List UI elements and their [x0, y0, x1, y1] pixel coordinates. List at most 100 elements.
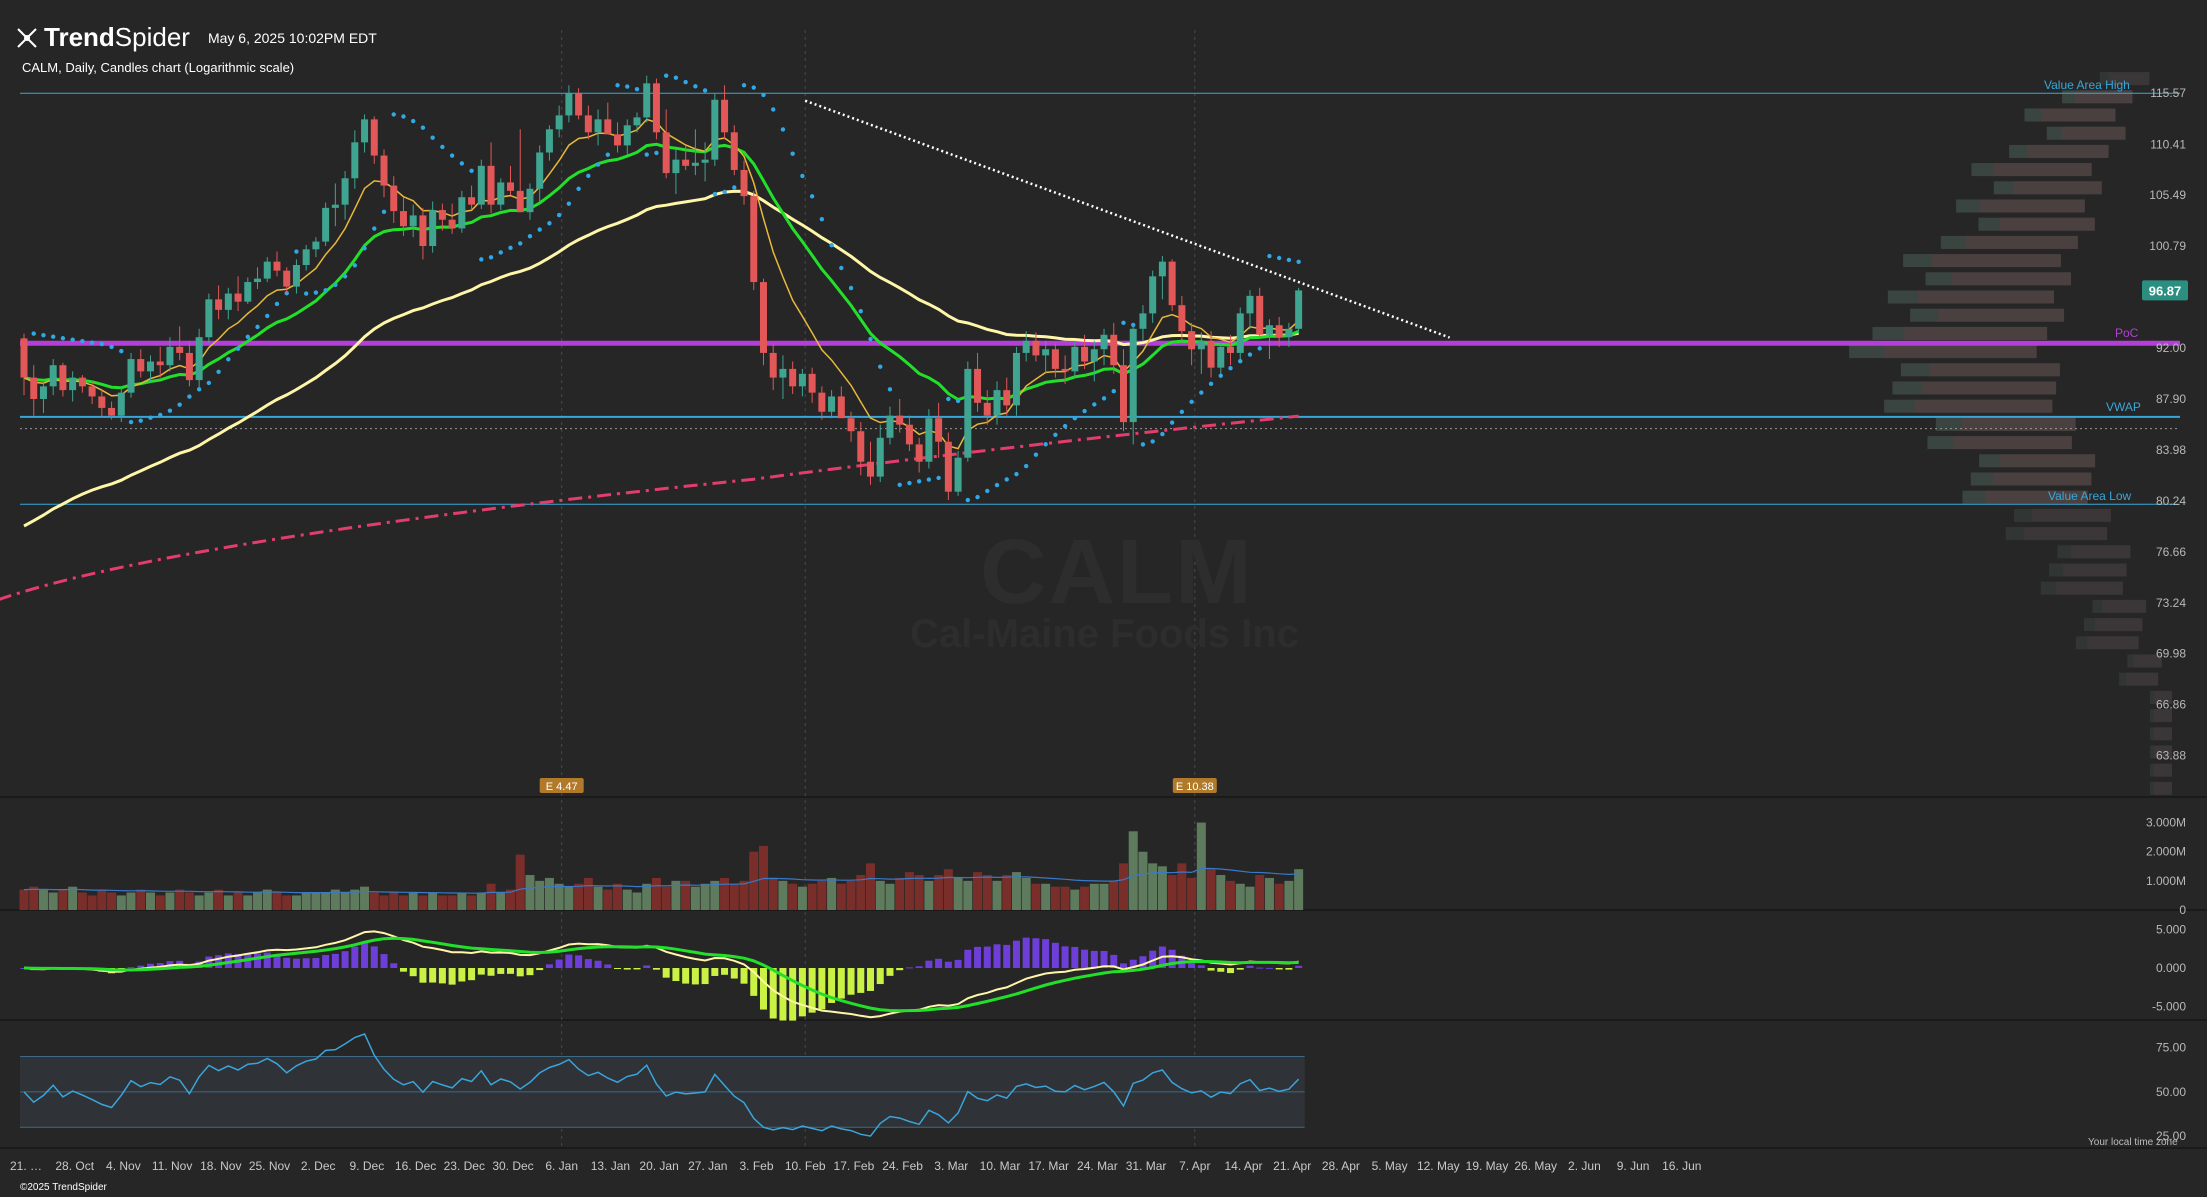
macd-histogram-bar — [905, 967, 913, 969]
macd-histogram-bar — [701, 968, 709, 985]
psar-dot — [158, 412, 163, 418]
volume-bar — [214, 889, 224, 910]
candle-body — [497, 182, 505, 205]
candle-body — [905, 424, 913, 445]
psar-dot — [595, 162, 601, 167]
macd-histogram-bar — [876, 968, 884, 985]
volume-profile-bar — [2154, 763, 2172, 777]
macd-histogram-bar — [1227, 968, 1235, 974]
candle-body — [341, 178, 349, 205]
macd-histogram-bar — [750, 968, 758, 996]
psar-dot — [1111, 389, 1116, 394]
volume-bar — [389, 892, 399, 910]
macd-histogram-bar — [1275, 968, 1283, 970]
psar-dot — [284, 291, 289, 296]
psar-dot — [848, 285, 854, 291]
timezone-note: Your local time zone — [2088, 1137, 2178, 1148]
macd-histogram-bar — [1110, 954, 1118, 968]
candle-body — [117, 392, 125, 416]
candle-body — [594, 119, 602, 133]
volume-axis-tick: 2.000M — [2146, 845, 2186, 859]
candle-body — [857, 431, 865, 462]
rsi-axis-tick: 50.00 — [2156, 1085, 2186, 1099]
psar-dot — [60, 336, 66, 341]
volume-bar — [418, 895, 428, 910]
volume-bar — [1109, 880, 1119, 910]
volume-bar — [29, 886, 39, 910]
candle-body — [399, 211, 407, 227]
macd-histogram-bar — [837, 968, 845, 999]
candle-body — [195, 337, 203, 381]
volume-bar — [1148, 863, 1158, 910]
volume-bar — [97, 889, 107, 910]
volume-bar — [1274, 883, 1284, 910]
psar-dot — [605, 152, 610, 157]
volume-bar — [1245, 886, 1255, 910]
psar-dot — [99, 341, 105, 347]
psar-dot — [556, 212, 562, 218]
candle-body — [234, 293, 242, 302]
volume-bar — [282, 895, 292, 910]
macd-histogram-bar — [1236, 968, 1244, 970]
volume-bar — [642, 883, 652, 910]
volume-bar — [856, 875, 866, 910]
volume-profile-bar — [1953, 436, 2072, 450]
volume-bar — [895, 877, 905, 910]
volume-bar — [846, 880, 856, 910]
date-axis-tick: 7. Apr — [1179, 1159, 1210, 1173]
macd-histogram-bar — [419, 968, 427, 983]
candle-body — [555, 115, 563, 130]
earnings-marker-label: E 10.38 — [1176, 781, 1214, 793]
candle-body — [837, 396, 845, 419]
psar-dot — [702, 88, 708, 93]
volume-bar — [1050, 886, 1060, 910]
psar-dot — [216, 369, 221, 374]
price-axis-tick: 87.90 — [2156, 392, 2186, 406]
candle-body — [1090, 349, 1098, 362]
psar-dot — [206, 380, 212, 386]
macd-histogram-bar — [828, 968, 836, 1003]
volume-profile-bar — [2013, 181, 2102, 195]
candle-body — [331, 204, 339, 208]
macd-histogram-bar — [331, 953, 339, 968]
macd-histogram-bar — [1012, 940, 1020, 968]
price-axis-tick: 83.98 — [2156, 443, 2186, 457]
macd-histogram-bar — [1217, 968, 1225, 972]
volume-profile-bar — [1985, 490, 2088, 504]
psar-dot — [839, 265, 844, 271]
price-axis-tick: 80.24 — [2156, 494, 2186, 508]
psar-dot — [1140, 442, 1146, 447]
macd-histogram-bar — [944, 961, 952, 968]
candle-body — [176, 346, 184, 353]
volume-bar — [817, 880, 827, 910]
candle-body — [146, 361, 154, 372]
psar-dot — [294, 249, 299, 254]
volume-bar — [953, 877, 963, 910]
volume-bar — [447, 895, 457, 910]
volume-bar — [19, 889, 29, 910]
date-axis-tick: 17. Feb — [834, 1159, 875, 1173]
rsi-line — [23, 1033, 1300, 1137]
date-axis-tick: 2. Dec — [301, 1159, 336, 1173]
psar-dot — [1043, 442, 1048, 447]
date-axis-tick: 12. May — [1417, 1159, 1460, 1173]
date-axis-tick: 3. Feb — [739, 1159, 773, 1173]
psar-dot — [313, 290, 319, 295]
psar-dot — [1199, 390, 1204, 395]
volume-profile-bar — [1965, 235, 2078, 249]
macd-histogram-bar — [536, 968, 544, 971]
psar-dot — [342, 274, 348, 279]
psar-dot — [537, 227, 542, 232]
psar-dot — [430, 135, 435, 140]
macd-histogram-bar — [886, 968, 894, 976]
date-axis-tick: 27. Jan — [688, 1159, 727, 1173]
candle-body — [1295, 290, 1303, 329]
volume-profile-bar — [1951, 272, 2071, 286]
volume-profile-bar — [2061, 126, 2126, 140]
candle-body — [993, 390, 1001, 416]
volume-bar — [788, 883, 798, 910]
psar-dot — [741, 83, 747, 88]
volume-bar — [632, 892, 642, 910]
macd-histogram-bar — [438, 968, 446, 984]
